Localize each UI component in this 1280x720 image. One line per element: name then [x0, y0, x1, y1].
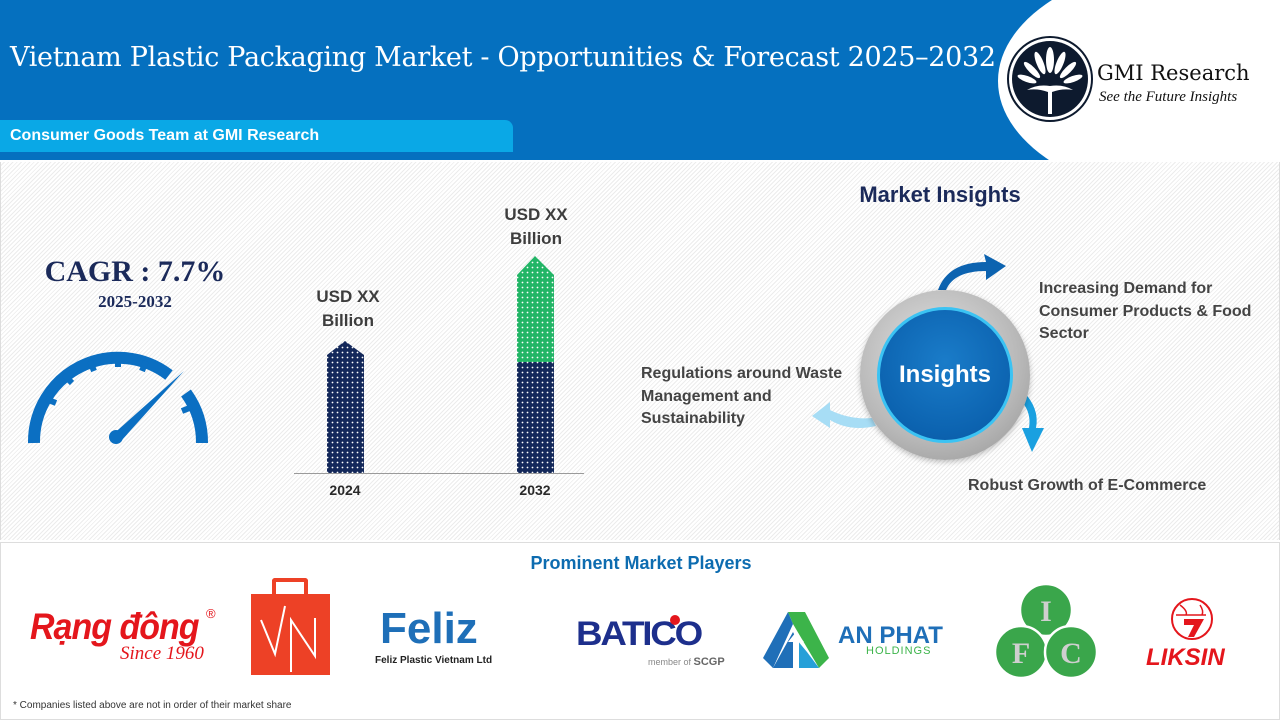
main-panel: [0, 162, 1280, 540]
x-tick-2032: 2032: [519, 482, 551, 498]
insights-center-label: Insights: [898, 361, 991, 388]
bar-label-line: Billion: [322, 311, 374, 330]
arrow-left-icon: [812, 402, 876, 428]
bar-label-line: USD XX: [504, 205, 568, 224]
insight-consumer-demand: Increasing Demand for Consumer Products …: [1039, 278, 1251, 346]
logo-an-phat-sub: HOLDINGS: [866, 645, 932, 657]
footnote: * Companies listed above are not in orde…: [13, 700, 292, 711]
header-banner: Vietnam Plastic Packaging Market - Oppor…: [0, 0, 1280, 160]
logo-liksin: LIKSIN: [1146, 644, 1225, 671]
brand-tagline: See the Future Insights: [1099, 89, 1238, 105]
page-title: Vietnam Plastic Packaging Market - Oppor…: [10, 42, 996, 73]
registered-mark: ®: [206, 606, 216, 621]
batico-dot-icon: [670, 615, 680, 625]
team-bar: Consumer Goods Team at GMI Research: [0, 120, 513, 152]
x-tick-2024: 2024: [329, 482, 361, 498]
cagr-period: 2025-2032: [98, 292, 172, 311]
cycle-arrows: [812, 254, 1044, 452]
bar-label-line: Billion: [510, 229, 562, 248]
insight-regulations: Regulations around Waste Management and …: [641, 363, 842, 431]
insight-line: Regulations around Waste: [641, 365, 843, 382]
bag-handle-icon: [272, 578, 308, 598]
insight-line: Sector: [1039, 325, 1089, 342]
bar-2032-base: [517, 362, 554, 473]
market-size-chart: USD XX Billion USD XX Billion 2024 2032: [290, 195, 590, 505]
bar-2032-growth: [517, 256, 554, 362]
logo-rang-dong: Rạng đông: [30, 606, 200, 648]
insights-core: Insights: [877, 307, 1013, 443]
insight-line: Consumer Products & Food: [1039, 302, 1252, 320]
logo-feliz: Feliz: [380, 604, 478, 653]
ifc-letter-c: C: [1060, 637, 1082, 670]
insight-line: Robust Growth of E-Commerce: [968, 477, 1207, 494]
bars: [327, 256, 554, 473]
arrow-top-icon: [938, 254, 1006, 290]
brand-name: GMI Research: [1097, 61, 1250, 85]
speedometer-icon: [27, 351, 209, 444]
arrow-bottom-icon: [1018, 390, 1044, 452]
team-label: Consumer Goods Team at GMI Research: [10, 127, 320, 144]
logo-rang-dong-since: Since 1960: [120, 643, 204, 664]
logo-feliz-sub: Feliz Plastic Vietnam Ltd: [375, 655, 493, 666]
vn-letters-icon: [260, 605, 316, 672]
insight-ecommerce: Robust Growth of E-Commerce: [968, 475, 1206, 498]
logo-an-phat: AN PHAT: [838, 622, 943, 649]
bar-label-2032: USD XX Billion: [476, 203, 596, 251]
logo-ifc: I F C: [994, 582, 1098, 680]
batico-member-text: member of: [648, 657, 692, 667]
market-insights-title: Market Insights: [859, 182, 1021, 207]
bar-label-2024: USD XX Billion: [288, 285, 408, 333]
logo-batico: BATICO: [576, 615, 703, 653]
an-phat-mark-icon: [763, 612, 829, 668]
insight-line: Sustainability: [641, 410, 746, 427]
gmi-logo-icon: [1007, 36, 1093, 122]
ifc-letter-i: I: [1040, 595, 1052, 628]
bar-label-line: USD XX: [316, 287, 380, 306]
liksin-mark-icon: [1171, 598, 1213, 640]
insights-circle: Insights: [860, 290, 1030, 460]
batico-scgp-text: SCGP: [693, 656, 725, 668]
x-axis: [294, 473, 584, 474]
players-title: Prominent Market Players: [530, 553, 752, 573]
insight-line: Management and: [641, 387, 772, 405]
insight-line: Increasing Demand for: [1039, 280, 1213, 297]
cagr-value: CAGR : 7.7%: [44, 255, 226, 288]
ifc-letter-f: F: [1012, 637, 1030, 670]
logo-vn-bag: [251, 594, 330, 675]
bar-2024: [327, 341, 364, 473]
logo-batico-sub: member of SCGP: [648, 656, 725, 668]
